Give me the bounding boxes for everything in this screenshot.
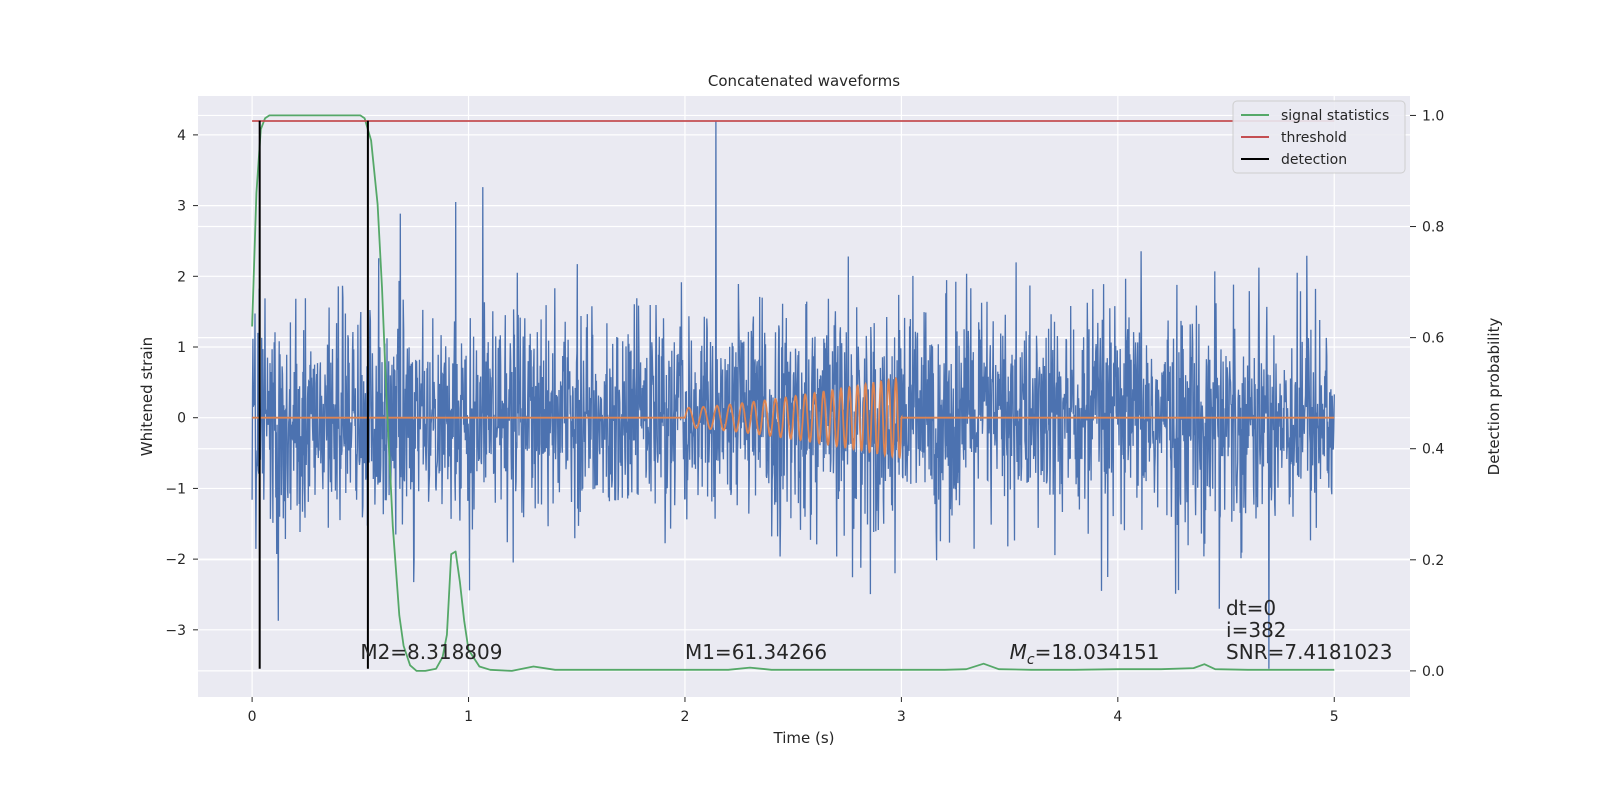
- x-tick-label: 1: [464, 709, 473, 725]
- annotations: M2=8.318809 M1=61.34266 Mc=18.034151 dt=0i=…: [360, 596, 1392, 668]
- y-tick-label: 3: [177, 199, 186, 215]
- x-tick-label: 5: [1330, 709, 1339, 725]
- y-tick-label: −1: [165, 481, 186, 497]
- annotation-label: M1=61.34266: [685, 640, 827, 664]
- signal-statistics-line: [251, 114, 1335, 672]
- y2-tick-label: 0.0: [1422, 664, 1444, 680]
- legend-label: signal statistics: [1281, 108, 1389, 124]
- y2-axis-label: Detection probability: [1485, 318, 1503, 476]
- annotation-label: SNR=7.4181023: [1226, 640, 1392, 664]
- signal-statistics-series: [251, 114, 1335, 672]
- y2-tick-label: 0.6: [1422, 331, 1444, 347]
- annotation-label: i=382: [1226, 618, 1287, 642]
- strain-series: [251, 120, 1335, 669]
- y-tick-label: 1: [177, 340, 186, 356]
- x-tick-label: 4: [1113, 709, 1122, 725]
- template-line: [252, 376, 1335, 460]
- y2-tick-label: 0.4: [1422, 442, 1444, 458]
- y-tick-label: 2: [177, 269, 186, 285]
- y2-tick-label: 1.0: [1422, 108, 1444, 124]
- y-tick-label: −3: [165, 623, 186, 639]
- x-tick-label: 3: [897, 709, 906, 725]
- legend: signal statistics threshold detection: [1232, 100, 1406, 174]
- x-tick-label: 0: [248, 709, 257, 725]
- y-tick-label: −2: [165, 552, 186, 568]
- strain-line: [251, 120, 1335, 669]
- y2-tick-label: 0.8: [1422, 220, 1444, 236]
- y-axis-label: Whitened strain: [138, 337, 156, 456]
- annotation-label: M2=8.318809: [360, 640, 502, 664]
- chart-title: Concatenated waveforms: [708, 72, 900, 90]
- legend-box: [1232, 100, 1406, 174]
- y2-tick-label: 0.2: [1422, 553, 1444, 569]
- x-tick-label: 2: [681, 709, 690, 725]
- legend-label: threshold: [1281, 130, 1347, 146]
- template-series: [252, 376, 1335, 460]
- legend-label: detection: [1281, 152, 1347, 168]
- x-axis-label: Time (s): [773, 729, 835, 747]
- annotation-label: Mc=18.034151: [1010, 640, 1160, 668]
- detection-series: [258, 120, 369, 669]
- axis-ticks: 0 1 2 3 4 5 −3 −2 −1 0 1 2 3 4 0.0 0.2 0.4 0.6 0.8 1.0: [165, 108, 1444, 725]
- annotation-label: dt=0: [1226, 596, 1276, 620]
- y-tick-label: 4: [177, 128, 186, 144]
- y-tick-label: 0: [177, 411, 186, 427]
